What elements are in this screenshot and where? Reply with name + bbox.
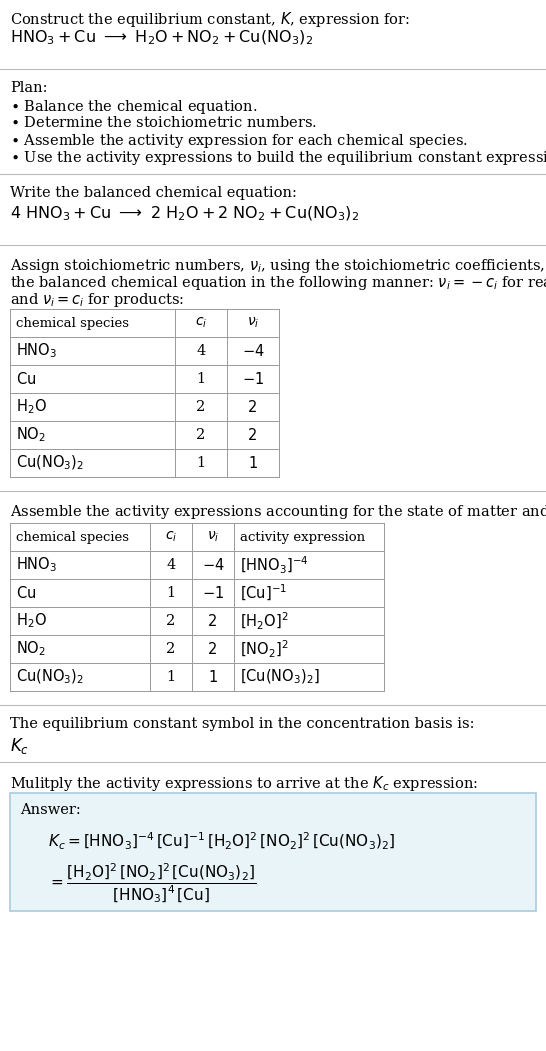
Text: $\nu_i$: $\nu_i$ bbox=[207, 530, 219, 544]
Text: $K_c = [\mathrm{HNO_3}]^{-4}\,[\mathrm{Cu}]^{-1}\,[\mathrm{H_2O}]^2\,[\mathrm{NO: $K_c = [\mathrm{HNO_3}]^{-4}\,[\mathrm{C… bbox=[48, 831, 395, 852]
Text: $-1$: $-1$ bbox=[242, 371, 264, 387]
Text: Write the balanced chemical equation:: Write the balanced chemical equation: bbox=[10, 186, 297, 200]
Text: Plan:: Plan: bbox=[10, 81, 48, 95]
Text: $\mathrm{H_2O}$: $\mathrm{H_2O}$ bbox=[16, 612, 47, 631]
Text: $[\mathrm{Cu(NO_3)_2}]$: $[\mathrm{Cu(NO_3)_2}]$ bbox=[240, 667, 320, 686]
Text: $\mathrm{Cu}$: $\mathrm{Cu}$ bbox=[16, 371, 36, 387]
Text: $[\mathrm{Cu}]^{-1}$: $[\mathrm{Cu}]^{-1}$ bbox=[240, 583, 287, 603]
Text: and $\nu_i = c_i$ for products:: and $\nu_i = c_i$ for products: bbox=[10, 291, 185, 309]
Text: 1: 1 bbox=[167, 586, 176, 600]
Text: 1: 1 bbox=[167, 669, 176, 684]
Text: The equilibrium constant symbol in the concentration basis is:: The equilibrium constant symbol in the c… bbox=[10, 717, 474, 731]
Text: 4: 4 bbox=[167, 558, 176, 572]
Text: $= \dfrac{[\mathrm{H_2O}]^2\,[\mathrm{NO_2}]^2\,[\mathrm{Cu(NO_3)_2}]}{[\mathrm{: $= \dfrac{[\mathrm{H_2O}]^2\,[\mathrm{NO… bbox=[48, 861, 256, 905]
Text: $[\mathrm{NO_2}]^2$: $[\mathrm{NO_2}]^2$ bbox=[240, 638, 288, 660]
Text: Answer:: Answer: bbox=[20, 803, 81, 817]
Text: 1: 1 bbox=[248, 455, 258, 471]
Text: $\mathrm{4\ HNO_3 + Cu\ \longrightarrow\ 2\ H_2O + 2\ NO_2 + Cu(NO_3)_2}$: $\mathrm{4\ HNO_3 + Cu\ \longrightarrow\… bbox=[10, 205, 359, 224]
Text: $\bullet$ Assemble the activity expression for each chemical species.: $\bullet$ Assemble the activity expressi… bbox=[10, 132, 468, 150]
Text: $\mathrm{HNO_3 + Cu\ \longrightarrow\ H_2O + NO_2 + Cu(NO_3)_2}$: $\mathrm{HNO_3 + Cu\ \longrightarrow\ H_… bbox=[10, 29, 313, 47]
Text: 2: 2 bbox=[248, 399, 258, 414]
Text: chemical species: chemical species bbox=[16, 316, 129, 330]
Text: $c_i$: $c_i$ bbox=[195, 315, 207, 330]
Text: $\mathrm{H_2O}$: $\mathrm{H_2O}$ bbox=[16, 397, 47, 416]
Text: $\mathrm{Cu}$: $\mathrm{Cu}$ bbox=[16, 585, 36, 601]
Text: 2: 2 bbox=[167, 614, 176, 628]
Text: 2: 2 bbox=[209, 641, 218, 657]
Text: $\mathrm{HNO_3}$: $\mathrm{HNO_3}$ bbox=[16, 342, 57, 360]
Text: $K_c$: $K_c$ bbox=[10, 736, 29, 756]
Text: 1: 1 bbox=[209, 669, 218, 684]
Text: $c_i$: $c_i$ bbox=[165, 530, 177, 544]
Text: 2: 2 bbox=[197, 400, 206, 414]
Text: Mulitply the activity expressions to arrive at the $K_c$ expression:: Mulitply the activity expressions to arr… bbox=[10, 774, 478, 794]
Text: $-4$: $-4$ bbox=[201, 557, 224, 573]
Text: Construct the equilibrium constant, $K$, expression for:: Construct the equilibrium constant, $K$,… bbox=[10, 11, 410, 29]
Text: 1: 1 bbox=[197, 456, 205, 470]
Text: $[\mathrm{HNO_3}]^{-4}$: $[\mathrm{HNO_3}]^{-4}$ bbox=[240, 555, 308, 576]
Text: $[\mathrm{H_2O}]^2$: $[\mathrm{H_2O}]^2$ bbox=[240, 611, 289, 632]
Text: Assemble the activity expressions accounting for the state of matter and $\nu_i$: Assemble the activity expressions accoun… bbox=[10, 503, 546, 521]
Text: $\bullet$ Use the activity expressions to build the equilibrium constant express: $\bullet$ Use the activity expressions t… bbox=[10, 149, 546, 167]
FancyBboxPatch shape bbox=[10, 794, 536, 911]
Text: 2: 2 bbox=[248, 428, 258, 442]
Text: $\mathrm{Cu(NO_3)_2}$: $\mathrm{Cu(NO_3)_2}$ bbox=[16, 667, 84, 686]
Text: activity expression: activity expression bbox=[240, 531, 365, 543]
Text: $\mathrm{HNO_3}$: $\mathrm{HNO_3}$ bbox=[16, 556, 57, 574]
Text: Assign stoichiometric numbers, $\nu_i$, using the stoichiometric coefficients, $: Assign stoichiometric numbers, $\nu_i$, … bbox=[10, 257, 546, 275]
Text: $\nu_i$: $\nu_i$ bbox=[247, 315, 259, 330]
Text: $\mathrm{Cu(NO_3)_2}$: $\mathrm{Cu(NO_3)_2}$ bbox=[16, 454, 84, 472]
Text: 2: 2 bbox=[167, 642, 176, 656]
Text: 2: 2 bbox=[209, 614, 218, 628]
Text: $\bullet$ Determine the stoichiometric numbers.: $\bullet$ Determine the stoichiometric n… bbox=[10, 115, 317, 130]
Text: $\mathrm{NO_2}$: $\mathrm{NO_2}$ bbox=[16, 640, 46, 658]
Text: $-1$: $-1$ bbox=[202, 585, 224, 601]
Text: $\mathrm{NO_2}$: $\mathrm{NO_2}$ bbox=[16, 426, 46, 445]
Text: the balanced chemical equation in the following manner: $\nu_i = -c_i$ for react: the balanced chemical equation in the fo… bbox=[10, 274, 546, 292]
Text: 4: 4 bbox=[197, 344, 206, 358]
Text: $\bullet$ Balance the chemical equation.: $\bullet$ Balance the chemical equation. bbox=[10, 98, 257, 116]
Text: $-4$: $-4$ bbox=[242, 343, 264, 359]
Text: 2: 2 bbox=[197, 428, 206, 442]
Text: 1: 1 bbox=[197, 372, 205, 386]
Text: chemical species: chemical species bbox=[16, 531, 129, 543]
